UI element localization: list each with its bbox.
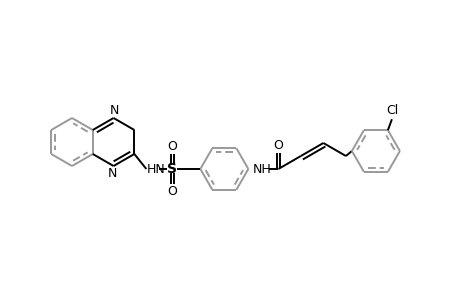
Text: N: N — [108, 167, 117, 180]
Text: O: O — [167, 140, 177, 153]
Text: N: N — [110, 104, 119, 117]
Text: HN: HN — [146, 163, 165, 176]
Text: O: O — [273, 139, 283, 152]
Text: Cl: Cl — [385, 104, 397, 117]
Text: O: O — [167, 185, 177, 198]
Text: S: S — [167, 162, 177, 176]
Text: NH: NH — [252, 163, 270, 176]
